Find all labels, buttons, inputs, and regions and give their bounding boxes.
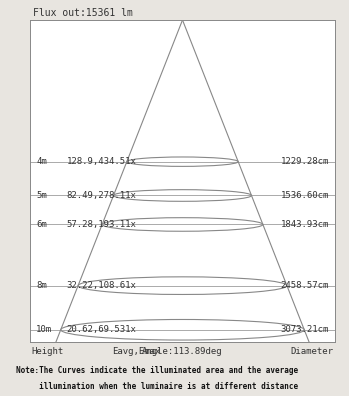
Text: 128.9,434.51x: 128.9,434.51x: [67, 157, 136, 166]
Text: 1536.60cm: 1536.60cm: [281, 191, 329, 200]
Text: 57.28,193.11x: 57.28,193.11x: [67, 220, 136, 229]
Text: 3073.21cm: 3073.21cm: [281, 325, 329, 334]
Text: 1843.93cm: 1843.93cm: [281, 220, 329, 229]
Text: Flux out:15361 lm: Flux out:15361 lm: [34, 8, 133, 18]
Text: Angle:113.89deg: Angle:113.89deg: [142, 347, 223, 356]
Text: 2458.57cm: 2458.57cm: [281, 281, 329, 290]
Text: illumination when the luminaire is at different distance: illumination when the luminaire is at di…: [16, 382, 298, 390]
Text: 32.22,108.61x: 32.22,108.61x: [67, 281, 136, 290]
Text: 8m: 8m: [36, 281, 47, 290]
Text: Diameter: Diameter: [290, 347, 333, 356]
Text: Eavg,Emax: Eavg,Emax: [112, 347, 161, 356]
Text: Note:The Curves indicate the illuminated area and the average: Note:The Curves indicate the illuminated…: [16, 366, 298, 375]
Text: 5m: 5m: [36, 191, 47, 200]
Text: 10m: 10m: [36, 325, 52, 334]
Text: 4m: 4m: [36, 157, 47, 166]
Text: 82.49,278.11x: 82.49,278.11x: [67, 191, 136, 200]
Text: 6m: 6m: [36, 220, 47, 229]
Text: 20.62,69.531x: 20.62,69.531x: [67, 325, 136, 334]
Text: Height: Height: [32, 347, 64, 356]
Text: 1229.28cm: 1229.28cm: [281, 157, 329, 166]
